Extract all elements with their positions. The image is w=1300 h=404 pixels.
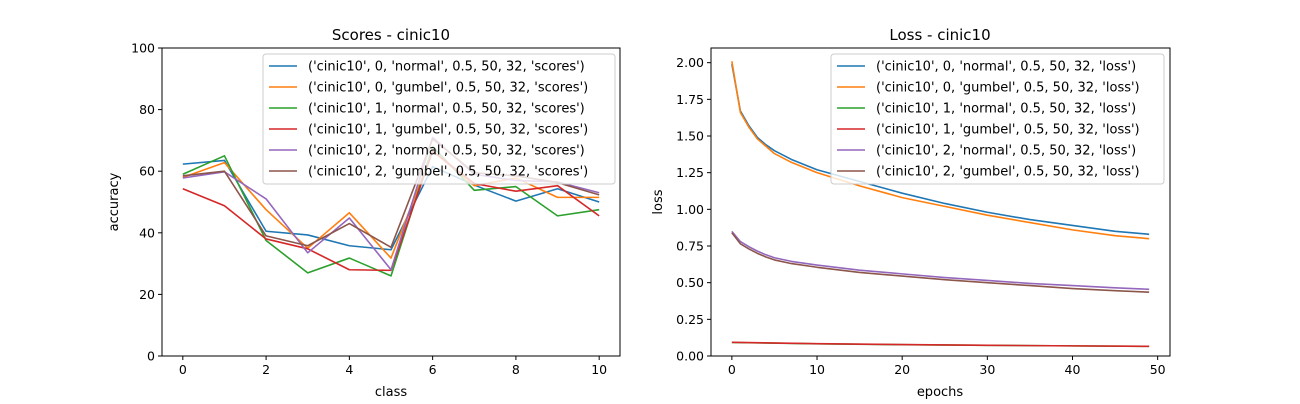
loss-legend-label: ('cinic10', 0, 'gumbel', 0.5, 50, 32, 'l… [876, 81, 1140, 96]
scores-legend-label: ('cinic10', 0, 'normal', 0.5, 50, 32, 's… [308, 60, 585, 75]
loss-y-tick-label: 1.25 [676, 165, 704, 180]
loss-y-tick-label: 2.00 [676, 55, 704, 70]
loss-legend-box [830, 53, 1165, 185]
loss-chart: 0 10 20 30 40 50 0.00 0.25 0.50 0.75 1.00 1.25 1.50 1… [651, 26, 1171, 400]
loss-x-tick-label: 10 [809, 362, 825, 377]
loss-y-tick-label: 1.00 [676, 202, 704, 217]
scores-legend-label: ('cinic10', 2, 'gumbel', 0.5, 50, 32, 's… [308, 165, 588, 180]
loss-series-line [731, 230, 1150, 291]
loss-x-tick-label: 50 [1150, 362, 1166, 377]
scores-x-axis-label: class [375, 385, 407, 400]
scores-legend: ('cinic10', 0, 'normal', 0.5, 50, 32, 's… [262, 53, 616, 185]
loss-legend-label: ('cinic10', 2, 'gumbel', 0.5, 50, 32, 'l… [876, 165, 1140, 180]
loss-x-tick-label: 20 [894, 362, 910, 377]
scores-x-tick-label: 10 [591, 362, 607, 377]
loss-legend-label: ('cinic10', 1, 'gumbel', 0.5, 50, 32, 'l… [876, 123, 1140, 138]
loss-x-tick-label: 30 [979, 362, 995, 377]
loss-legend-label: ('cinic10', 2, 'normal', 0.5, 50, 32, 'l… [876, 144, 1136, 159]
scores-y-tick-label: 40 [139, 225, 155, 240]
loss-plot-frame [710, 47, 1171, 357]
scores-x-tick-label: 8 [512, 362, 520, 377]
loss-series-line [731, 232, 1150, 293]
loss-series-line [731, 341, 1150, 348]
loss-legend-label: ('cinic10', 1, 'normal', 0.5, 50, 32, 'l… [876, 102, 1136, 117]
loss-x-tick-label: 40 [1065, 362, 1081, 377]
scores-plot-frame [161, 47, 621, 357]
scores-legend-box [262, 53, 616, 185]
loss-legend: ('cinic10', 0, 'normal', 0.5, 50, 32, 'l… [830, 53, 1165, 185]
scores-y-tick-label: 0 [147, 349, 155, 364]
scores-series-line [182, 145, 600, 277]
scores-legend-label: ('cinic10', 1, 'gumbel', 0.5, 50, 32, 's… [308, 123, 588, 138]
loss-y-tick-label: 1.50 [676, 129, 704, 144]
loss-legend-label: ('cinic10', 0, 'normal', 0.5, 50, 32, 'l… [876, 60, 1136, 75]
scores-y-axis-label: accuracy [107, 172, 122, 231]
scores-y-tick-label: 20 [139, 287, 155, 302]
scores-x-tick-label: 0 [179, 362, 187, 377]
scores-x-tick-label: 4 [345, 362, 353, 377]
scores-x-tick-label: 2 [262, 362, 270, 377]
loss-y-axis-label: loss [651, 189, 666, 214]
scores-chart-title: Scores - cinic10 [332, 26, 450, 44]
loss-y-tick-label: 0.00 [676, 349, 704, 364]
loss-x-axis-label: epochs [917, 385, 964, 400]
scores-legend-label: ('cinic10', 1, 'normal', 0.5, 50, 32, 's… [308, 102, 585, 117]
scores-y-tick-label: 60 [139, 164, 155, 179]
scores-y-tick-label: 100 [131, 41, 155, 56]
loss-y-tick-label: 0.25 [676, 312, 704, 327]
loss-chart-title: Loss - cinic10 [889, 26, 990, 44]
loss-y-tick-label: 0.50 [676, 275, 704, 290]
scores-x-tick-label: 6 [429, 362, 437, 377]
loss-y-tick-label: 0.75 [676, 239, 704, 254]
scores-legend-label: ('cinic10', 0, 'gumbel', 0.5, 50, 32, 's… [308, 81, 588, 96]
scores-y-tick-label: 80 [139, 102, 155, 117]
loss-y-tick-label: 1.75 [676, 92, 704, 107]
loss-x-tick-label: 0 [728, 362, 736, 377]
scores-legend-label: ('cinic10', 2, 'normal', 0.5, 50, 32, 's… [308, 144, 585, 159]
